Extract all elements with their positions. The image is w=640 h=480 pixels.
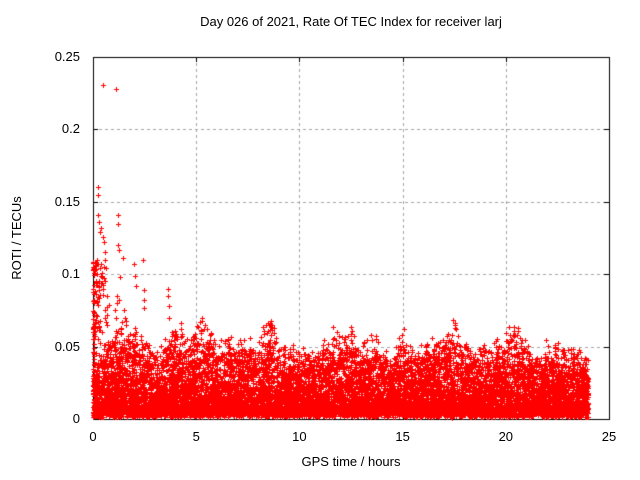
x-tick-label: 20 [498,429,514,444]
x-tick-label: 10 [292,429,307,444]
x-tick-label: 25 [601,429,617,444]
x-tick-label: 0 [89,429,97,444]
x-axis-title: GPS time / hours [301,454,401,469]
y-tick-label: 0.25 [54,49,80,64]
x-tick-label: 5 [192,429,200,444]
y-tick-label: 0.1 [61,266,80,282]
y-tick-label: 0.15 [54,193,80,209]
y-tick-label: 0 [72,411,80,426]
y-tick-label: 0.2 [61,121,80,137]
y-tick-label: 0.05 [54,338,80,354]
x-tick-label: 15 [395,429,410,444]
chart-title: Day 026 of 2021, Rate Of TEC Index for r… [200,14,502,29]
